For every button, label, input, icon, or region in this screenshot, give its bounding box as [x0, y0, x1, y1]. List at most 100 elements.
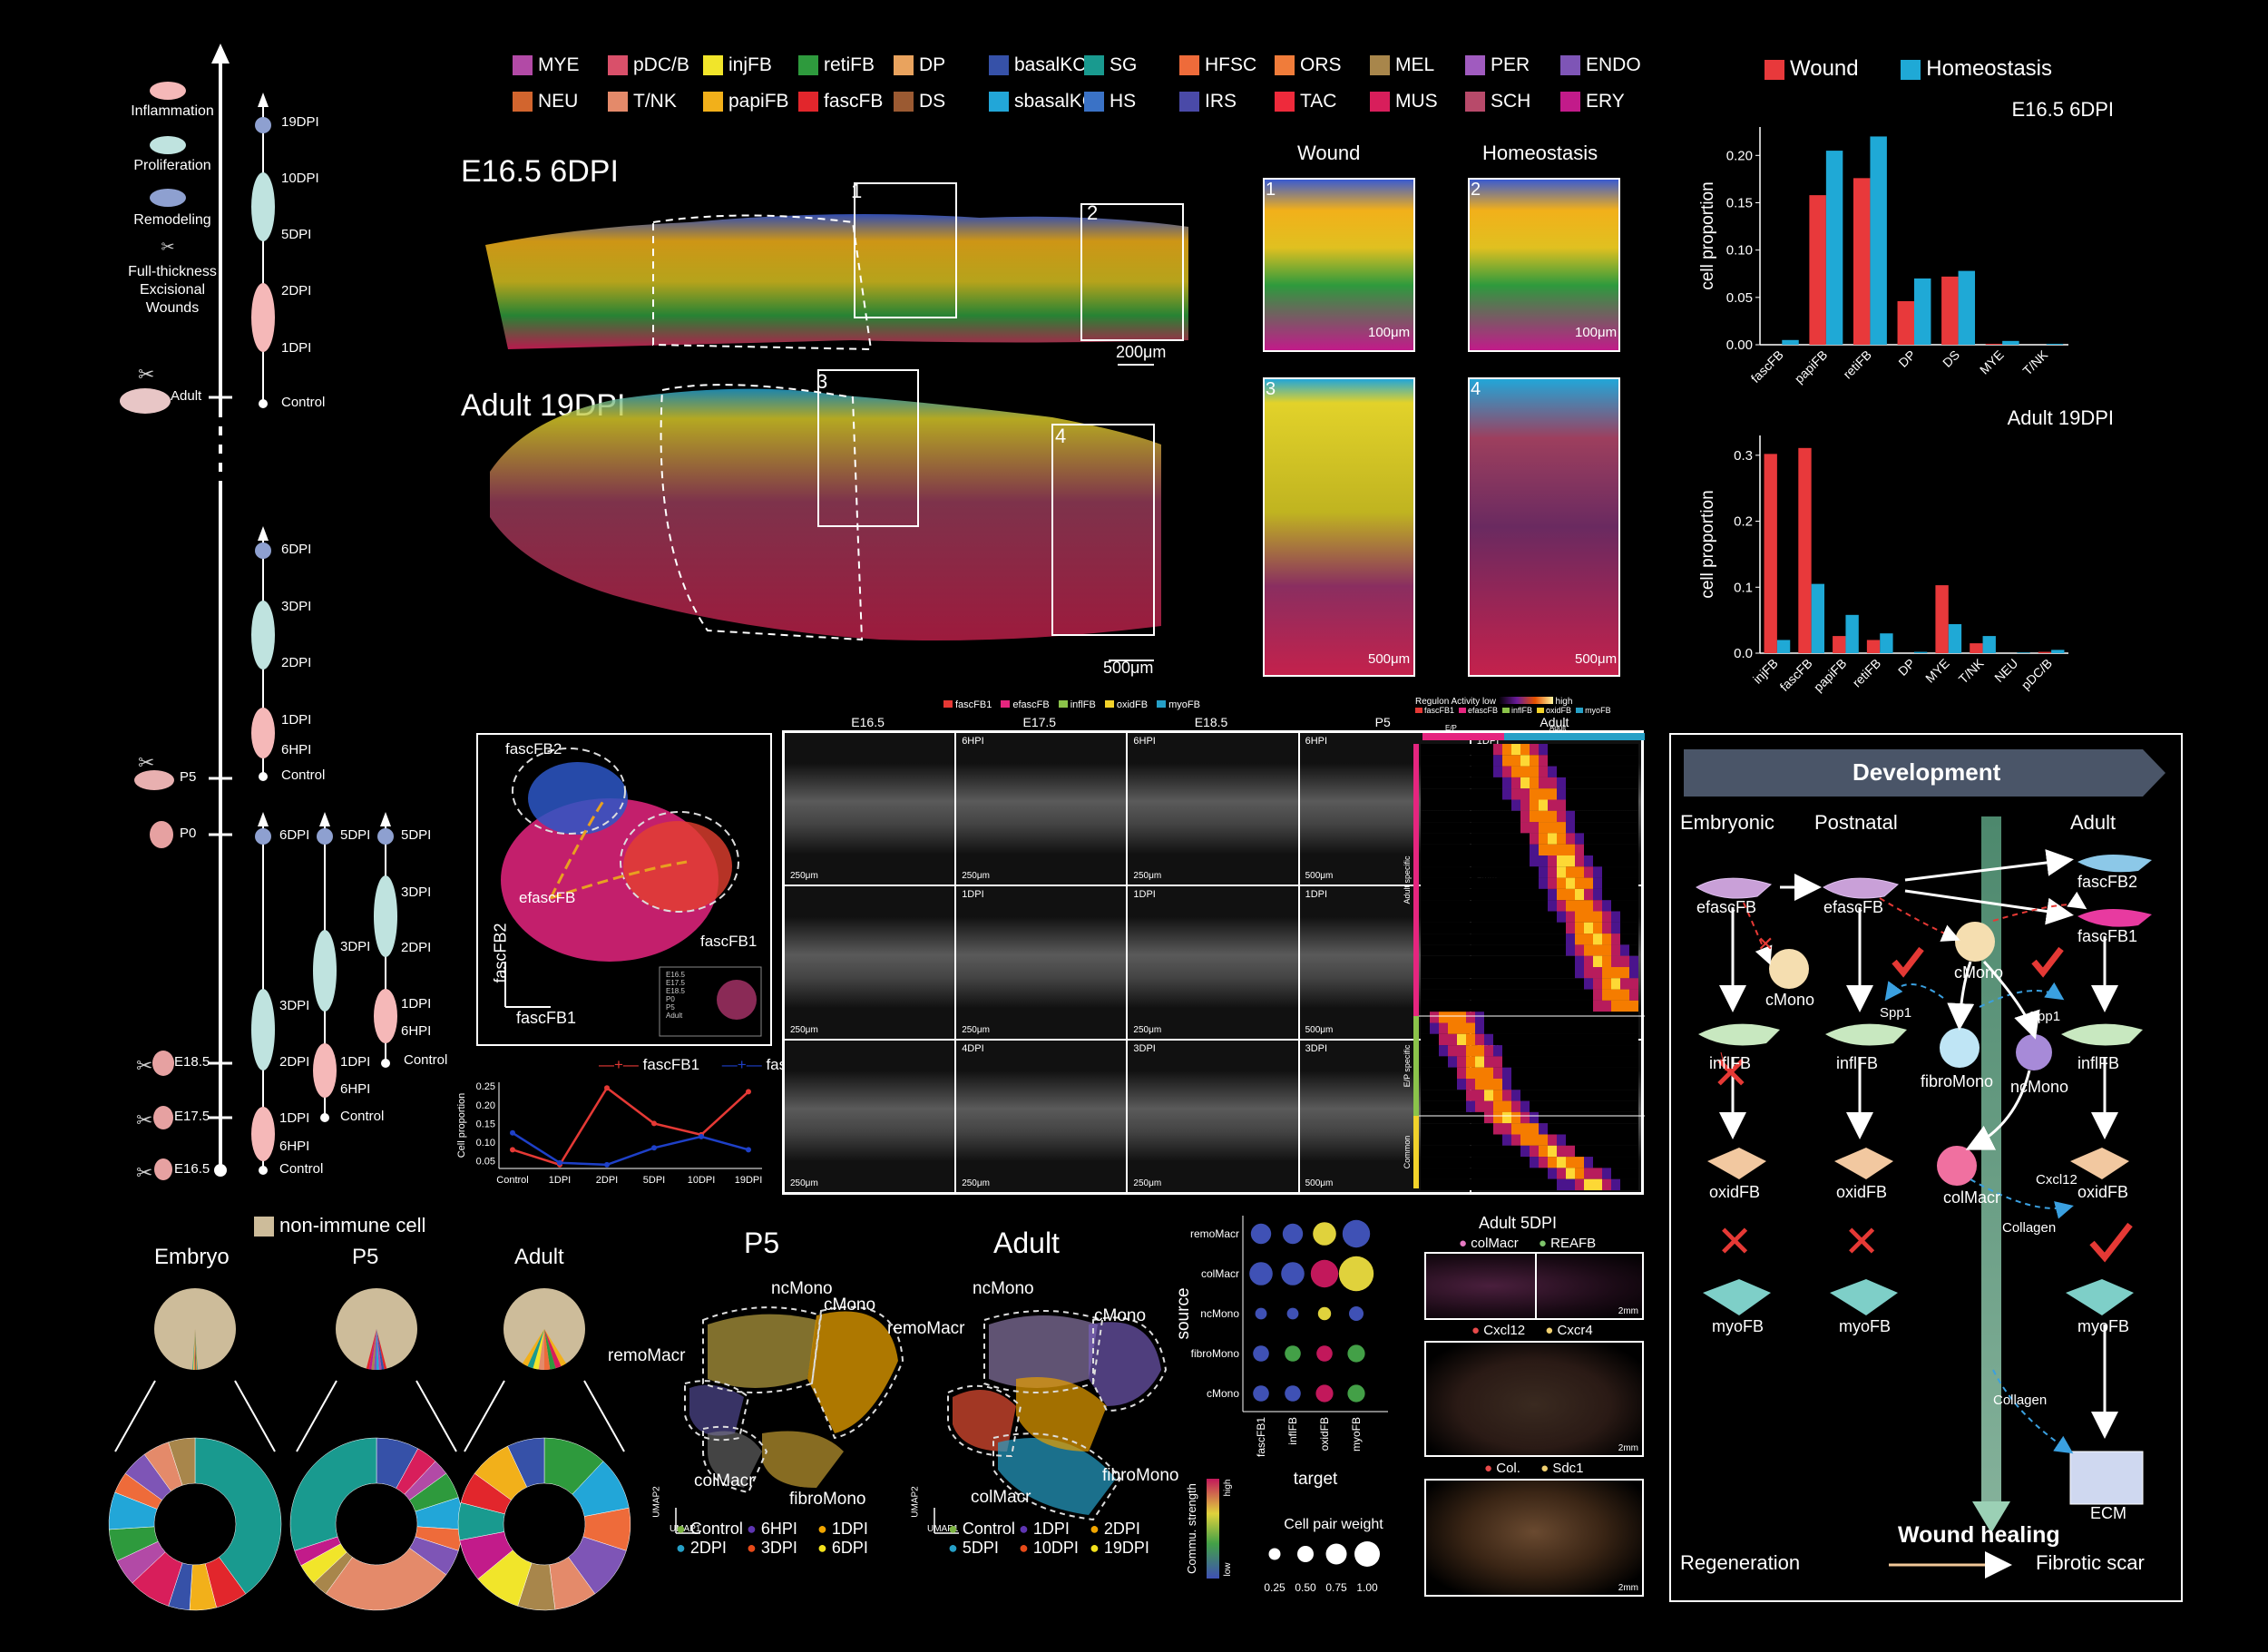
umap-label-efascfb: efascFB: [519, 889, 576, 906]
heatmap-cell: [1584, 877, 1593, 889]
heatmap-cell: [1530, 1100, 1539, 1112]
heatmap-cell: [1557, 978, 1566, 990]
heatmap-cell: [1439, 1012, 1448, 1023]
heatmap-cell: [1602, 989, 1611, 1001]
heatmap-cell: [1629, 822, 1638, 834]
data-point: [746, 1089, 751, 1095]
timepoint-legend-item: ● 10DPI: [1019, 1539, 1079, 1557]
heatmap-cell: [1457, 1033, 1466, 1046]
heatmap-cell: [1548, 1111, 1557, 1124]
heatmap-cell: [1421, 934, 1430, 945]
heatmap-cell: [1493, 1100, 1502, 1112]
data-point: [651, 1145, 657, 1151]
line-legend-fascfb1: fascFB1: [642, 1056, 700, 1073]
weight-legend-dot: [1325, 1543, 1347, 1565]
heatmap-cell: [1602, 822, 1611, 834]
grid-cell-scale: 250μm: [962, 1024, 990, 1035]
heatmap-cell: [1466, 967, 1475, 979]
heatmap-cell: [1539, 967, 1548, 979]
celltype-swatch: [1179, 55, 1199, 76]
heatmap-cell: [1629, 1045, 1638, 1057]
heatmap-cell: [1466, 911, 1475, 923]
svg-text:✂: ✂: [138, 363, 154, 386]
heatmap-cell: [1493, 1000, 1502, 1012]
heatmap-cell: [1566, 1134, 1575, 1146]
heatmap-cell: [1611, 822, 1620, 834]
heatmap-cell: [1593, 955, 1602, 967]
heatmap-cell: [1629, 888, 1638, 901]
heatmap-cell: [1466, 1067, 1475, 1079]
heatmap-cell: [1466, 989, 1475, 1001]
grid-cell: 250μm: [784, 732, 956, 886]
heatmap-cell: [1620, 955, 1629, 967]
heatmap-cell: [1575, 1123, 1584, 1135]
heatmap-cell: [1611, 900, 1620, 912]
x-tick-label: papiFB: [1792, 347, 1831, 386]
pie-legend-label: non-immune cell: [279, 1214, 426, 1237]
embryo-point: 1DPI: [401, 996, 432, 1012]
heatmap-cell: [1593, 1123, 1602, 1135]
heatmap-cell: [1575, 810, 1584, 823]
heatmap-cell: [1520, 744, 1530, 756]
celltype-legend-item: sbasalKC: [989, 91, 1096, 112]
heatmap-cell: [1530, 1056, 1539, 1068]
heatmap-cell: [1439, 1100, 1448, 1112]
heatmap-cell: [1629, 1134, 1638, 1146]
heatmap-cell: [1421, 833, 1430, 845]
heatmap-cell: [1448, 744, 1457, 756]
grid-cell-time: 1DPI: [1133, 889, 1156, 901]
umap-label-fascfb2: fascFB2: [505, 740, 562, 758]
heatmap-cell: [1466, 877, 1475, 889]
heatmap-cell: [1629, 1000, 1638, 1012]
heatmap-cell: [1629, 799, 1638, 811]
heatmap-cell: [1557, 1157, 1566, 1168]
heatmap-cell: [1575, 1067, 1584, 1079]
heatmap-cell: [1629, 989, 1638, 1001]
fish-panel-1: 2mm: [1424, 1252, 1644, 1320]
heatmap-cell: [1484, 1123, 1493, 1135]
heatmap-cell: [1502, 1045, 1511, 1057]
heatmap-cell: [1511, 766, 1520, 777]
celltype-swatch: [1370, 55, 1390, 76]
heatmap-cell: [1493, 822, 1502, 834]
heatmap-cell: [1593, 833, 1602, 845]
timeline-svg: ✂: [120, 44, 397, 1184]
heatmap-cell: [1430, 1056, 1439, 1068]
heatmap-cell: [1557, 934, 1566, 945]
x-tick-label: pDC/B: [2019, 656, 2055, 692]
heatmap-cell: [1466, 1079, 1475, 1090]
heatmap-cell: [1493, 1168, 1502, 1179]
heatmap-cell: [1430, 1090, 1439, 1101]
grid-cell: 250μm: [784, 1039, 956, 1193]
heatmap-cell: [1484, 1168, 1493, 1179]
heatmap-cell: [1520, 900, 1530, 912]
heatmap-cell: [1502, 866, 1511, 878]
heatmap-cell: [1466, 1045, 1475, 1057]
heatmap-cell: [1448, 989, 1457, 1001]
heatmap-cell: [1611, 1168, 1620, 1179]
heatmap-cell: [1457, 1012, 1466, 1023]
heatmap-cell: [1439, 866, 1448, 878]
heatmap-cell: [1502, 855, 1511, 867]
heatmap-cell: [1466, 833, 1475, 845]
heatmap-cell: [1421, 855, 1430, 867]
bar: [1833, 636, 1846, 653]
heatmap-cell: [1475, 922, 1484, 934]
heatmap-cell: [1593, 1157, 1602, 1168]
heatmap-cell: [1530, 1012, 1539, 1023]
heatmap-cell: [1511, 1079, 1520, 1090]
x-tick-label: retiFB: [1850, 656, 1884, 690]
dot: [1317, 1306, 1332, 1321]
heatmap-cell: [1539, 1157, 1548, 1168]
heatmap-cell: [1584, 1100, 1593, 1112]
heatmap-cell: [1502, 934, 1511, 945]
heatmap-cell: [1484, 922, 1493, 934]
heatmap-cell: [1629, 844, 1638, 855]
heatmap-cell: [1457, 1145, 1466, 1158]
heatmap-cell: [1539, 822, 1548, 834]
heatmap-cell: [1566, 1157, 1575, 1168]
heatmap-cell: [1548, 855, 1557, 867]
heatmap-cell: [1484, 934, 1493, 945]
heatmap-cell: [1430, 799, 1439, 811]
colorbar-high: high: [1223, 1480, 1233, 1497]
